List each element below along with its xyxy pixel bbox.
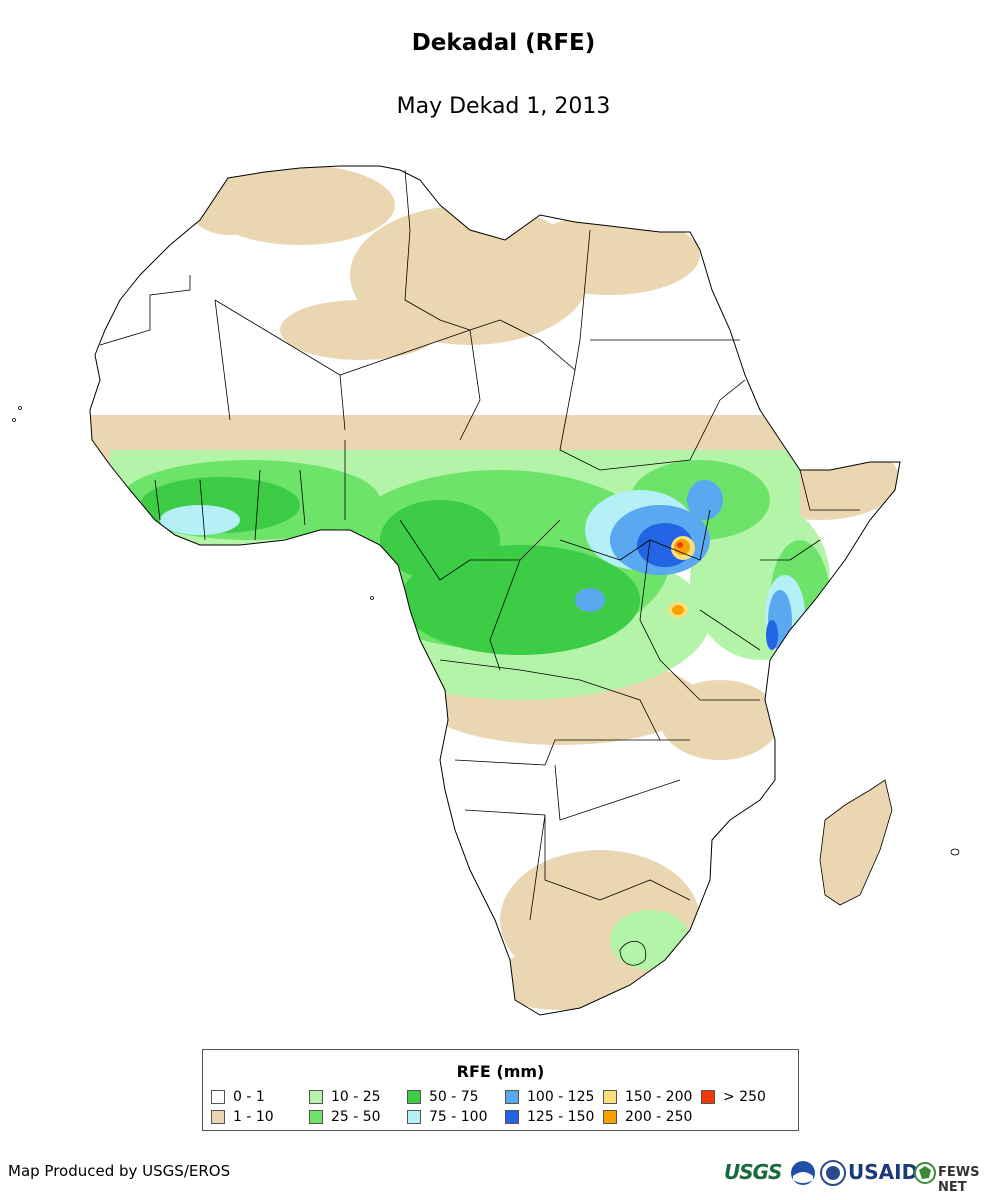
legend-label: 10 - 25 [331,1089,381,1105]
map-subtitle: May Dekad 1, 2013 [396,94,611,119]
usaid-logo: USAID [848,1160,918,1184]
partner-logos: USGS USAID FEWS NET [724,1156,999,1195]
legend-label: 125 - 150 [527,1109,595,1125]
legend-swatch [505,1110,519,1124]
usaid-logo-text: USAID [848,1160,919,1184]
legend-swatch [309,1090,323,1104]
rainfall-over-250-zones [677,542,683,548]
legend-swatch [701,1090,715,1104]
state-seal-logo [820,1160,846,1186]
legend-label: > 250 [723,1089,766,1105]
map-title: Dekadal (RFE) [411,30,596,56]
legend-label: 200 - 250 [625,1109,693,1125]
legend-label: 100 - 125 [527,1089,595,1105]
usgs-logo: USGS [724,1160,782,1184]
legend-item-200-250: 200 - 250 [603,1109,692,1125]
legend-title: RFE (mm) [456,1062,545,1081]
fewsnet-globe-icon [914,1162,936,1184]
legend-item-50-75: 50 - 75 [407,1089,479,1105]
legend-label: 1 - 10 [233,1109,274,1125]
legend-item-100-125: 100 - 125 [505,1089,594,1105]
country-borders [99,169,860,966]
legend: RFE (mm) 0 - 1 1 - 10 10 - 25 25 - 50 50… [202,1049,799,1131]
noaa-logo [791,1161,815,1185]
legend-item-over-250: > 250 [701,1089,766,1105]
legend-label: 150 - 200 [625,1089,693,1105]
usgs-logo-text: USGS [724,1160,782,1184]
legend-item-10-25: 10 - 25 [309,1089,381,1105]
legend-swatch [603,1110,617,1124]
legend-label: 50 - 75 [429,1089,479,1105]
legend-item-0-1: 0 - 1 [211,1089,265,1105]
legend-swatch [309,1110,323,1124]
fewsnet-logo: FEWS NET [938,1165,999,1195]
legend-item-1-10: 1 - 10 [211,1109,274,1125]
legend-label: 75 - 100 [429,1109,488,1125]
legend-label: 25 - 50 [331,1109,381,1125]
legend-swatch [603,1090,617,1104]
legend-swatch [505,1090,519,1104]
legend-item-25-50: 25 - 50 [309,1109,381,1125]
legend-swatch [211,1110,225,1124]
fewsnet-logo-text: FEWS NET [938,1165,980,1195]
rainfall-fields [90,166,900,1010]
legend-item-150-200: 150 - 200 [603,1089,692,1105]
legend-label: 0 - 1 [233,1089,265,1105]
africa-rainfall-map [12,165,960,1016]
legend-item-125-150: 125 - 150 [505,1109,594,1125]
legend-item-75-100: 75 - 100 [407,1109,488,1125]
legend-swatch [407,1110,421,1124]
islands [12,406,960,856]
map-credit: Map Produced by USGS/EROS [8,1162,231,1180]
legend-swatch [211,1090,225,1104]
legend-swatch [407,1090,421,1104]
madagascar [819,779,893,906]
